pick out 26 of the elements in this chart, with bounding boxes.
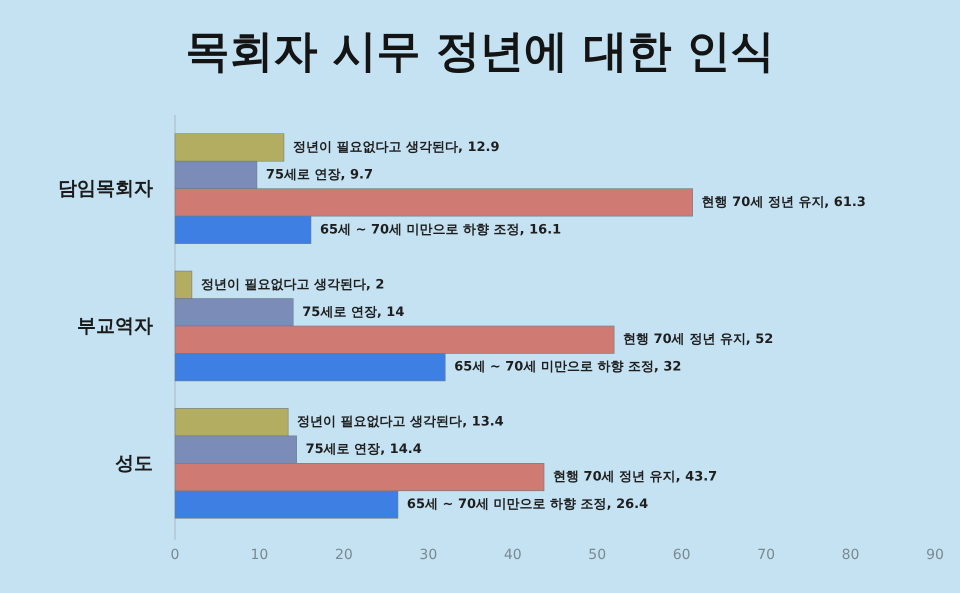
x-tick-label: 70	[757, 547, 776, 563]
category-label: 부교역자	[77, 315, 153, 337]
x-tick-label: 60	[672, 547, 691, 563]
x-tick-label: 40	[504, 547, 522, 563]
data-label: 정년이 필요없다고 생각된다, 12.9	[292, 140, 500, 155]
data-label: 정년이 필요없다고 생각된다, 13.4	[297, 414, 504, 430]
x-tick-label: 90	[926, 547, 944, 563]
data-label: 현행 70세 정년 유지, 43.7	[553, 470, 718, 485]
category-label: 담임목회자	[58, 178, 153, 200]
title: 목회자 시무 정년에 대한 인식	[185, 26, 775, 77]
x-tick-label: 30	[419, 547, 438, 563]
data-label: 정년이 필요없다고 생각된다, 2	[200, 277, 384, 292]
data-label: 현행 70세 정년 유지, 61.3	[702, 194, 866, 210]
x-tick-label: 80	[842, 547, 860, 563]
x-tick-label: 50	[588, 547, 606, 563]
data-label: 65세 ~ 70세 미만으로 하향 조정, 26.4	[406, 497, 648, 512]
data-label: 65세 ~ 70세 미만으로 하향 조정, 16.1	[320, 222, 562, 238]
data-label: 75세로 연장, 9.7	[266, 167, 374, 182]
data-label: 75세로 연장, 14.4	[306, 442, 422, 458]
x-tick-label: 0	[170, 547, 180, 563]
x-tick-label: 20	[334, 547, 353, 563]
data-label: 현행 70세 정년 유지, 52	[623, 332, 774, 348]
data-label: 65세 ~ 70세 미만으로 하향 조정, 32	[454, 360, 682, 375]
x-tick-label: 10	[250, 547, 268, 563]
data-label: 75세로 연장, 14	[302, 304, 404, 320]
category-label: 성도	[115, 452, 153, 474]
